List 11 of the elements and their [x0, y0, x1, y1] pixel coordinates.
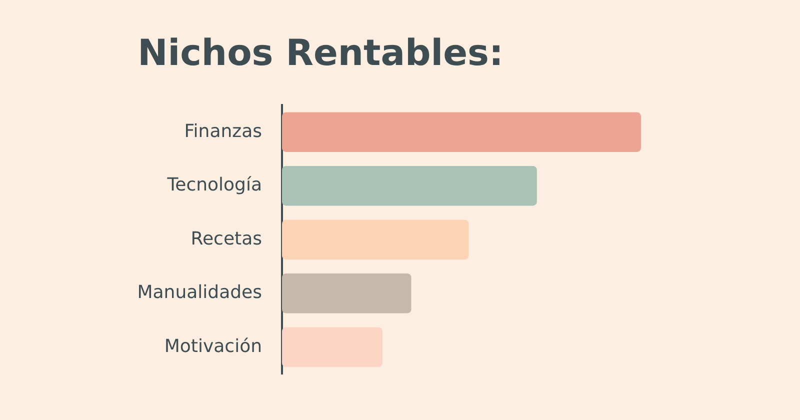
bar: [282, 220, 469, 260]
chart-title: Nichos Rentables:: [138, 32, 504, 74]
y-tick-label: Tecnología: [166, 174, 262, 196]
bar: [282, 327, 383, 368]
bar: [282, 112, 641, 152]
y-tick-label: Manualidades: [137, 282, 262, 304]
bar: [282, 166, 537, 206]
y-tick-label: Motivación: [164, 336, 262, 357]
y-tick-label: Finanzas: [184, 120, 262, 142]
y-tick-label: Recetas: [190, 228, 262, 250]
bar: [282, 273, 412, 314]
